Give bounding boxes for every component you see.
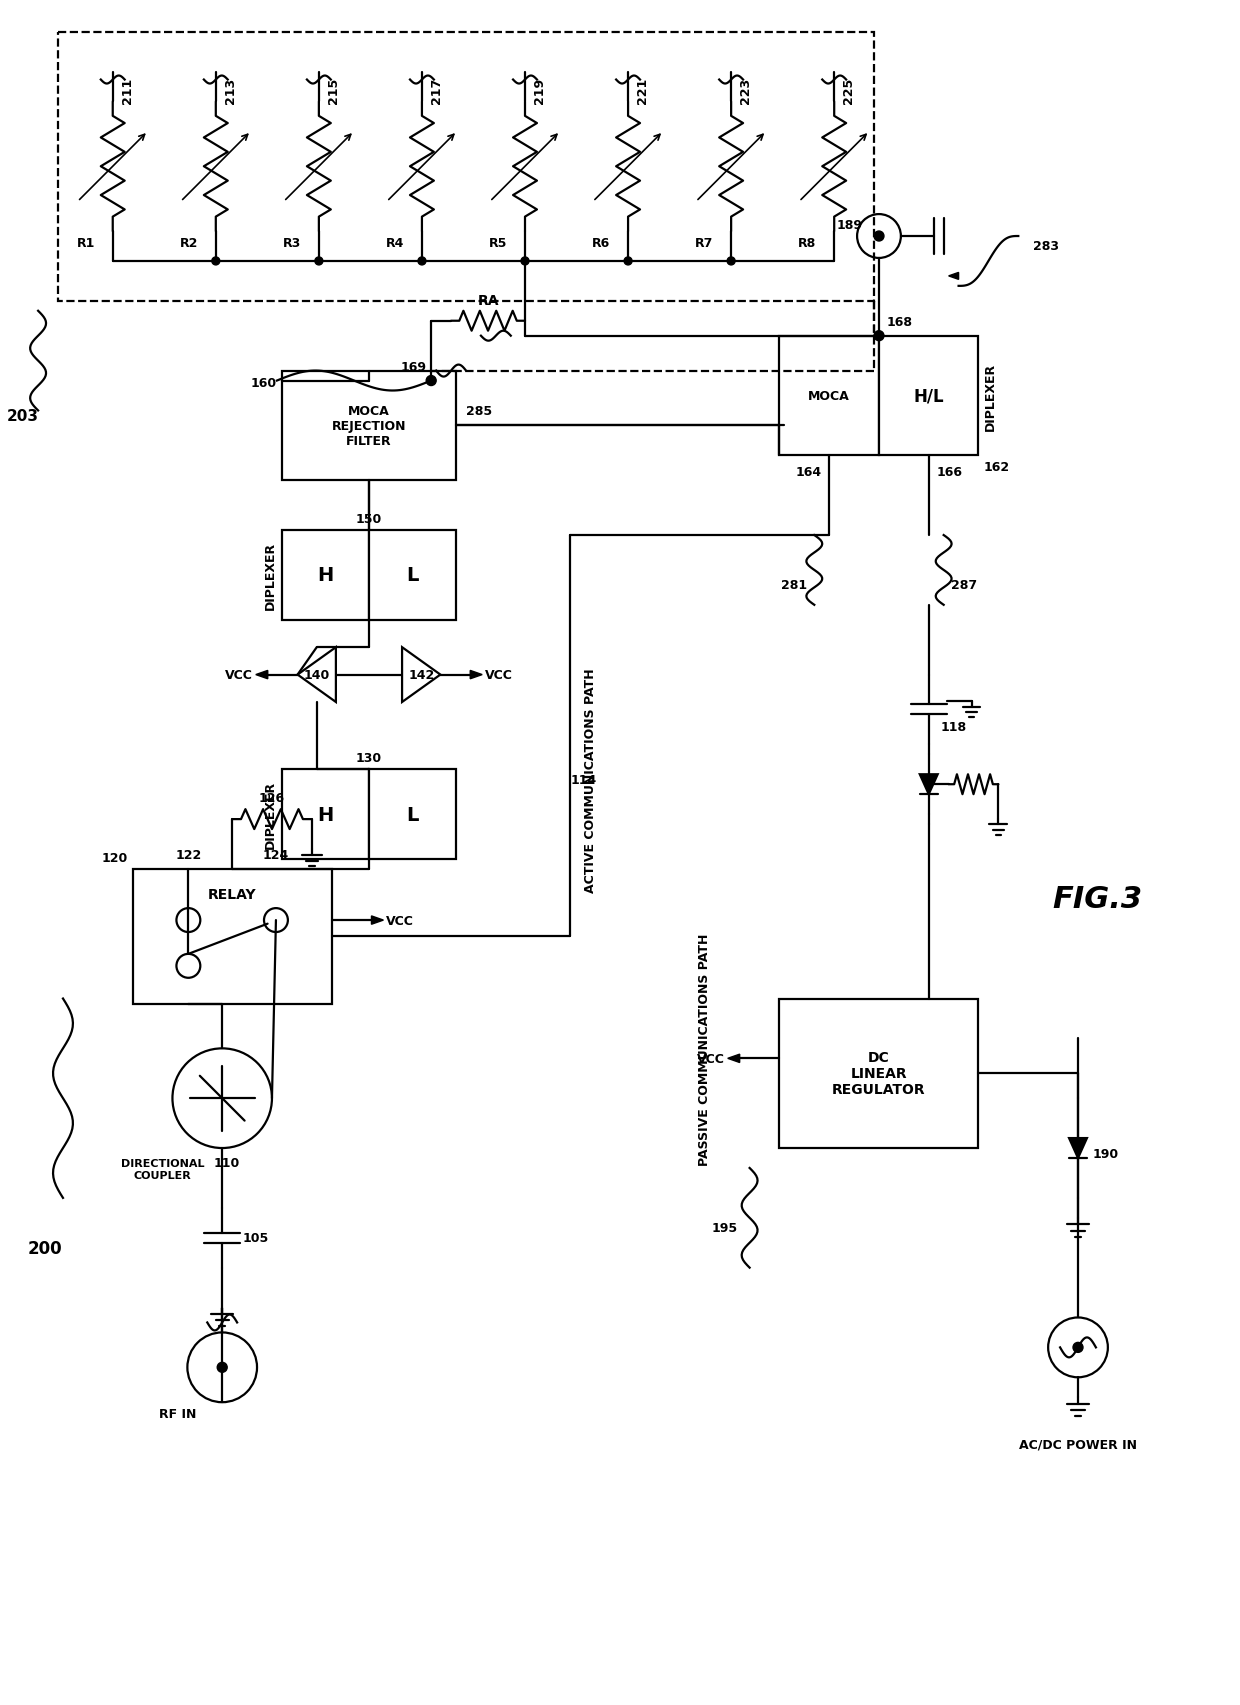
Text: 203: 203 — [7, 409, 40, 423]
Bar — [281, 372, 456, 481]
Text: DIRECTIONAL
COUPLER: DIRECTIONAL COUPLER — [120, 1158, 205, 1180]
Circle shape — [727, 257, 735, 266]
Text: R6: R6 — [591, 237, 610, 251]
Text: R4: R4 — [386, 237, 404, 251]
Circle shape — [521, 257, 529, 266]
Text: L: L — [407, 805, 419, 824]
Circle shape — [427, 377, 436, 387]
Text: 213: 213 — [223, 77, 237, 104]
Bar — [780, 336, 879, 455]
Text: R8: R8 — [799, 237, 816, 251]
Bar — [58, 32, 874, 302]
Text: H: H — [317, 566, 334, 585]
Text: VCC: VCC — [485, 668, 513, 682]
Text: 164: 164 — [795, 465, 821, 479]
Bar — [133, 870, 331, 1004]
Text: DC
LINEAR
REGULATOR: DC LINEAR REGULATOR — [832, 1050, 926, 1096]
Text: R2: R2 — [180, 237, 198, 251]
Text: 217: 217 — [430, 77, 443, 104]
Text: 142: 142 — [408, 668, 434, 682]
Polygon shape — [402, 648, 440, 702]
Text: 166: 166 — [936, 465, 962, 479]
Text: R7: R7 — [694, 237, 713, 251]
Text: VCC: VCC — [224, 668, 253, 682]
Text: VCC: VCC — [697, 1052, 724, 1066]
Text: VCC: VCC — [387, 914, 414, 928]
Circle shape — [1073, 1342, 1083, 1352]
Polygon shape — [372, 916, 383, 924]
Text: 130: 130 — [356, 752, 382, 766]
Polygon shape — [470, 672, 482, 679]
Text: R5: R5 — [489, 237, 507, 251]
Text: R1: R1 — [77, 237, 94, 251]
Text: H: H — [317, 805, 334, 824]
Text: 281: 281 — [781, 580, 807, 592]
Text: ACTIVE COMMUNICATIONS PATH: ACTIVE COMMUNICATIONS PATH — [584, 668, 596, 892]
Text: L: L — [407, 566, 419, 585]
Polygon shape — [298, 648, 336, 702]
Text: 105: 105 — [242, 1231, 268, 1245]
Text: 169: 169 — [401, 360, 427, 373]
Text: 189: 189 — [836, 218, 862, 232]
Bar — [281, 771, 370, 859]
Text: RF IN: RF IN — [159, 1407, 196, 1420]
Polygon shape — [949, 273, 959, 280]
Polygon shape — [255, 672, 268, 679]
Text: 110: 110 — [215, 1156, 241, 1170]
Circle shape — [418, 257, 425, 266]
Text: MOCA: MOCA — [808, 390, 851, 402]
Text: 211: 211 — [120, 77, 134, 104]
Text: 285: 285 — [466, 406, 492, 418]
Bar — [780, 999, 978, 1149]
Text: 190: 190 — [1092, 1147, 1118, 1159]
Text: 287: 287 — [951, 580, 977, 592]
Polygon shape — [920, 774, 937, 795]
Text: 122: 122 — [175, 849, 201, 861]
Text: 200: 200 — [27, 1240, 62, 1257]
Text: 219: 219 — [533, 77, 546, 104]
Text: MOCA
REJECTION
FILTER: MOCA REJECTION FILTER — [332, 404, 407, 448]
Text: RA: RA — [477, 293, 498, 307]
Text: DIPLEXER: DIPLEXER — [264, 781, 277, 849]
Text: 140: 140 — [304, 668, 330, 682]
Text: DIPLEXER: DIPLEXER — [264, 542, 277, 610]
Text: R3: R3 — [283, 237, 301, 251]
Text: FIG.3: FIG.3 — [1053, 885, 1143, 914]
Text: 283: 283 — [1033, 240, 1059, 254]
Text: 124: 124 — [263, 849, 289, 861]
Text: DIPLEXER: DIPLEXER — [983, 361, 997, 430]
Text: RELAY: RELAY — [208, 887, 257, 902]
Polygon shape — [728, 1054, 740, 1062]
Text: 126: 126 — [259, 791, 285, 805]
Text: 225: 225 — [842, 77, 856, 104]
Polygon shape — [1069, 1139, 1087, 1158]
Circle shape — [874, 232, 884, 242]
Text: H/L: H/L — [914, 387, 944, 406]
Text: 195: 195 — [712, 1221, 738, 1234]
Bar — [879, 336, 978, 455]
Text: 160: 160 — [250, 377, 277, 389]
Circle shape — [874, 331, 884, 341]
Text: 215: 215 — [327, 77, 340, 104]
Bar — [281, 530, 370, 621]
Text: 162: 162 — [983, 460, 1009, 474]
Text: 223: 223 — [739, 77, 753, 104]
Text: PASSIVE COMMUNICATIONS PATH: PASSIVE COMMUNICATIONS PATH — [698, 933, 712, 1165]
Text: 118: 118 — [941, 721, 967, 733]
Text: 120: 120 — [102, 851, 128, 864]
Text: 114: 114 — [570, 774, 596, 786]
Text: AC/DC POWER IN: AC/DC POWER IN — [1019, 1437, 1137, 1451]
Text: 221: 221 — [636, 77, 649, 104]
Bar — [370, 771, 456, 859]
Circle shape — [315, 257, 322, 266]
Circle shape — [212, 257, 219, 266]
Text: 150: 150 — [356, 513, 382, 525]
Circle shape — [217, 1362, 227, 1373]
Circle shape — [624, 257, 632, 266]
Bar — [370, 530, 456, 621]
Text: 168: 168 — [887, 315, 913, 329]
